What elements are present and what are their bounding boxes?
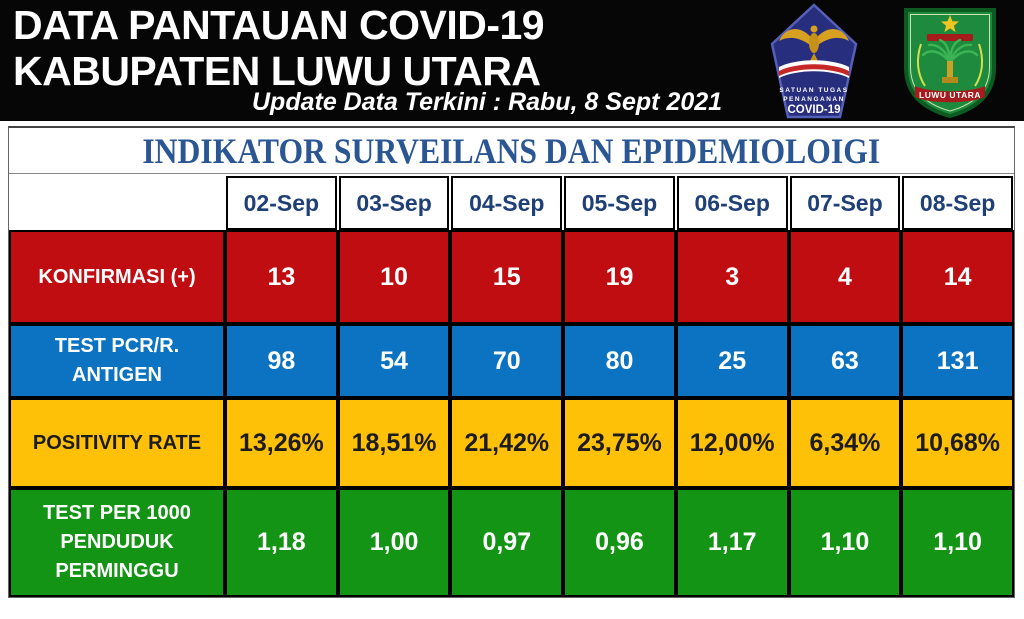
table-title-row: INDIKATOR SURVEILANS DAN EPIDEMIOLOIGI bbox=[9, 128, 1014, 174]
table-title: INDIKATOR SURVEILANS DAN EPIDEMIOLOIGI bbox=[142, 130, 881, 171]
date-row-blank-cell bbox=[9, 174, 225, 230]
value-cell: 14 bbox=[901, 230, 1014, 324]
indicator-grid: 02-Sep 03-Sep 04-Sep 05-Sep 06-Sep 07-Sep 08-S… bbox=[9, 174, 1014, 597]
value-cell: 13,26% bbox=[225, 398, 338, 488]
value-cell: 1,17 bbox=[675, 488, 789, 597]
row-label-line: ANTIGEN bbox=[72, 364, 162, 386]
value-cell: 1,10 bbox=[901, 488, 1014, 597]
page-title: DATA PANTAUAN COVID-19 KABUPATEN LUWU UT… bbox=[13, 2, 545, 95]
row-label-line: KONFIRMASI (+) bbox=[38, 265, 196, 288]
value-cell: 25 bbox=[675, 324, 789, 398]
date-header-cell: 07-Sep bbox=[789, 176, 901, 230]
row-label-cell: KONFIRMASI (+) bbox=[9, 230, 225, 324]
date-header-cell: 04-Sep bbox=[451, 176, 563, 230]
value-cell: 6,34% bbox=[788, 398, 902, 488]
date-header-cell: 06-Sep bbox=[676, 176, 788, 230]
row-label-line: POSITIVITY RATE bbox=[32, 431, 202, 454]
value-cell: 19 bbox=[563, 230, 676, 324]
sago-palm-icon bbox=[921, 38, 979, 64]
date-header-cell: 02-Sep bbox=[226, 176, 337, 230]
value-cell: 1,00 bbox=[337, 488, 451, 597]
value-cell: 10,68% bbox=[901, 398, 1014, 488]
value-cell: 12,00% bbox=[675, 398, 789, 488]
value-cell: 1,18 bbox=[225, 488, 338, 597]
luwu-utara-text: LUWU UTARA bbox=[919, 90, 981, 100]
value-cell: 15 bbox=[450, 230, 564, 324]
left-sprig-icon bbox=[916, 43, 926, 87]
value-cell: 18,51% bbox=[337, 398, 451, 488]
value-cell: 3 bbox=[675, 230, 789, 324]
update-date-text: Update Data Terkini : Rabu, 8 Sept 2021 bbox=[252, 88, 723, 116]
palm-base bbox=[942, 77, 958, 83]
value-cell: 70 bbox=[450, 324, 564, 398]
value-cell: 63 bbox=[788, 324, 902, 398]
palm-trunk bbox=[947, 61, 953, 78]
satgas-text-line1: SATUAN TUGAS bbox=[779, 87, 848, 94]
satgas-covid-logo: SATUAN TUGAS PENANGANAN COVID-19 bbox=[770, 3, 858, 119]
indicator-table: INDIKATOR SURVEILANS DAN EPIDEMIOLOIGI 0… bbox=[8, 126, 1015, 598]
value-cell: 21,42% bbox=[450, 398, 564, 488]
value-cell: 80 bbox=[563, 324, 676, 398]
value-cell: 10 bbox=[337, 230, 451, 324]
shield-inner-outline bbox=[910, 14, 990, 112]
header-banner: DATA PANTAUAN COVID-19 KABUPATEN LUWU UT… bbox=[0, 0, 1024, 121]
date-header-cell: 08-Sep bbox=[902, 176, 1013, 230]
banner-ribbon-icon bbox=[915, 86, 985, 103]
value-cell: 54 bbox=[337, 324, 451, 398]
value-cell: 4 bbox=[788, 230, 902, 324]
luwu-utara-logo: LUWU UTARA bbox=[904, 8, 996, 119]
value-cell: 0,96 bbox=[563, 488, 676, 597]
top-scroll-icon bbox=[927, 34, 973, 41]
garuda-icon bbox=[779, 25, 849, 63]
value-cell: 98 bbox=[225, 324, 338, 398]
star-icon bbox=[941, 15, 959, 33]
row-label-line: TEST PCR/R. bbox=[54, 335, 180, 357]
value-cell: 13 bbox=[225, 230, 338, 324]
value-cell: 0,97 bbox=[450, 488, 564, 597]
red-white-ribbon-icon bbox=[779, 60, 849, 78]
satgas-text-covid: COVID-19 bbox=[787, 104, 840, 116]
right-sprig-icon bbox=[974, 43, 984, 87]
row-label-line: PENDUDUK bbox=[60, 531, 174, 553]
value-cell: 131 bbox=[901, 324, 1014, 398]
value-cell: 1,10 bbox=[788, 488, 902, 597]
row-label-cell: TEST PCR/R. ANTIGEN bbox=[9, 324, 225, 398]
value-cell: 23,75% bbox=[563, 398, 676, 488]
page-title-line2: KABUPATEN LUWU UTARA bbox=[13, 48, 541, 95]
row-label-line: TEST PER 1000 bbox=[43, 502, 191, 524]
satgas-text-line2: PENANGANAN bbox=[783, 96, 845, 103]
row-label-line: PERMINGGU bbox=[55, 560, 179, 582]
page-title-line1: DATA PANTAUAN COVID-19 bbox=[13, 2, 545, 48]
row-label-cell: POSITIVITY RATE bbox=[9, 398, 225, 488]
date-header-cell: 05-Sep bbox=[564, 176, 675, 230]
row-label-cell: TEST PER 1000 PENDUDUK PERMINGGU bbox=[9, 488, 225, 597]
date-header-cell: 03-Sep bbox=[338, 176, 450, 230]
